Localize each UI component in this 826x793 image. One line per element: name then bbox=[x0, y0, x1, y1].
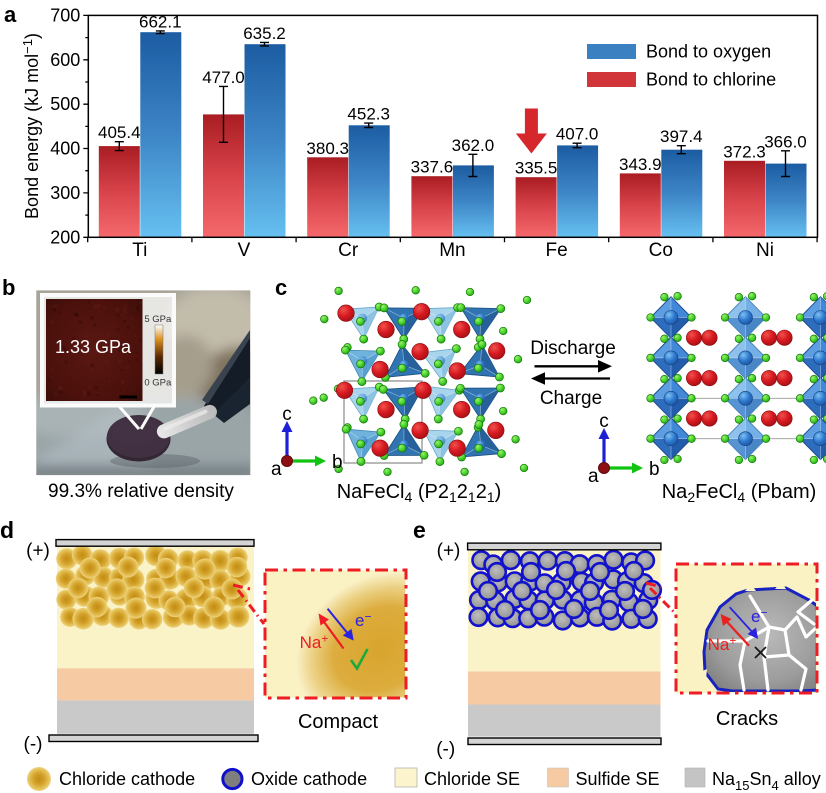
svg-text:Cracks: Cracks bbox=[716, 708, 778, 730]
svg-text:662.1: 662.1 bbox=[139, 12, 182, 31]
svg-text:452.3: 452.3 bbox=[347, 105, 390, 124]
svg-text:Sulfide SE: Sulfide SE bbox=[576, 769, 660, 789]
svg-text:500: 500 bbox=[50, 94, 80, 114]
svg-text:0 GPa: 0 GPa bbox=[144, 378, 172, 389]
svg-text:c: c bbox=[282, 404, 292, 425]
svg-text:Ti: Ti bbox=[132, 240, 147, 261]
svg-text:e: e bbox=[413, 517, 426, 543]
svg-text:343.9: 343.9 bbox=[619, 155, 662, 174]
svg-text:700: 700 bbox=[50, 5, 80, 25]
svg-text:a: a bbox=[4, 2, 17, 27]
svg-text:Charge: Charge bbox=[540, 388, 602, 409]
svg-text:397.4: 397.4 bbox=[660, 127, 703, 146]
svg-text:300: 300 bbox=[50, 183, 80, 203]
svg-text:Compact: Compact bbox=[298, 711, 378, 733]
svg-text:b: b bbox=[2, 275, 15, 300]
svg-text:(+): (+) bbox=[437, 541, 461, 562]
svg-text:Na15Sn4 alloy: Na15Sn4 alloy bbox=[712, 769, 821, 793]
svg-text:Bond to chlorine: Bond to chlorine bbox=[646, 70, 776, 90]
svg-text:Fe: Fe bbox=[546, 240, 568, 261]
svg-text:Ni: Ni bbox=[756, 240, 774, 261]
svg-text:Na+: Na+ bbox=[708, 634, 737, 655]
svg-text:380.3: 380.3 bbox=[306, 139, 349, 158]
svg-text:Oxide cathode: Oxide cathode bbox=[251, 769, 367, 789]
svg-text:477.0: 477.0 bbox=[202, 68, 245, 87]
svg-text:d: d bbox=[0, 517, 14, 543]
svg-text:Discharge: Discharge bbox=[530, 338, 616, 359]
svg-text:c: c bbox=[275, 275, 287, 300]
svg-text:5 GPa: 5 GPa bbox=[144, 314, 172, 325]
svg-text:b: b bbox=[649, 459, 660, 480]
svg-text:Cr: Cr bbox=[338, 240, 359, 261]
svg-text:372.3: 372.3 bbox=[723, 142, 766, 161]
svg-text:99.3% relative density: 99.3% relative density bbox=[48, 481, 234, 502]
svg-text:405.4: 405.4 bbox=[98, 123, 141, 142]
svg-text:a: a bbox=[271, 459, 282, 480]
svg-text:Mn: Mn bbox=[439, 240, 465, 261]
svg-text:Co: Co bbox=[649, 240, 673, 261]
svg-text:362.0: 362.0 bbox=[452, 136, 495, 155]
svg-text:Na+: Na+ bbox=[300, 632, 329, 653]
svg-text:200: 200 bbox=[50, 227, 80, 247]
svg-text:b: b bbox=[332, 452, 343, 473]
svg-text:407.0: 407.0 bbox=[556, 125, 599, 144]
svg-text:(+): (+) bbox=[26, 541, 50, 562]
svg-text:366.0: 366.0 bbox=[764, 132, 807, 151]
svg-text:337.6: 337.6 bbox=[411, 158, 454, 177]
svg-text:335.5: 335.5 bbox=[515, 159, 558, 178]
svg-text:635.2: 635.2 bbox=[243, 24, 286, 43]
svg-text:600: 600 bbox=[50, 50, 80, 70]
svg-text:1.33 GPa: 1.33 GPa bbox=[55, 337, 132, 357]
svg-text:Bond to oxygen: Bond to oxygen bbox=[646, 42, 771, 62]
svg-text:V: V bbox=[238, 240, 251, 261]
svg-text:Chloride cathode: Chloride cathode bbox=[59, 769, 195, 789]
svg-text:Chloride SE: Chloride SE bbox=[424, 769, 520, 789]
svg-text:c: c bbox=[599, 411, 609, 432]
svg-text:(-): (-) bbox=[436, 739, 455, 760]
svg-text:Na2FeCl4 (Pbam): Na2FeCl4 (Pbam) bbox=[662, 481, 817, 505]
svg-text:Bond energy (kJ mol−1): Bond energy (kJ mol−1) bbox=[20, 33, 42, 219]
svg-text:NaFeCl4 (P212121): NaFeCl4 (P212121) bbox=[337, 481, 502, 505]
svg-text:400: 400 bbox=[50, 139, 80, 159]
svg-text:(-): (-) bbox=[24, 734, 43, 755]
svg-text:a: a bbox=[588, 466, 599, 487]
